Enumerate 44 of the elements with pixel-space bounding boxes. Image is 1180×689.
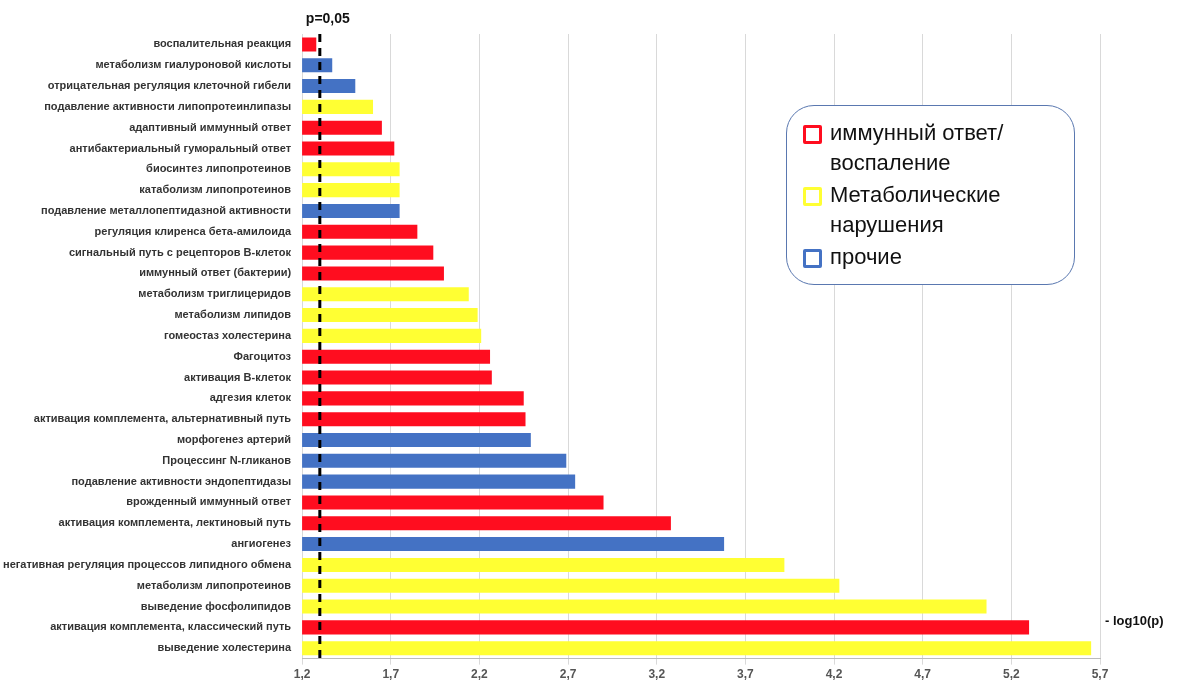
y-tick-label: врожденный иммунный ответ bbox=[126, 495, 292, 508]
text: p=0,05 bbox=[305, 9, 351, 26]
y-tick-label: метаболизм гиалуроновой кислоты bbox=[95, 58, 292, 71]
legend-label: прочие bbox=[830, 243, 902, 271]
x-axis-title: - log10(p) bbox=[1105, 612, 1164, 628]
y-tick-label: адгезия клеток bbox=[209, 391, 292, 404]
y-tick-label: метаболизм липидов bbox=[174, 308, 292, 321]
y-tick-label: гомеостаз холестерина bbox=[164, 328, 292, 341]
y-tick-label: метаболизм липопротеинов bbox=[136, 578, 292, 591]
y-tick-label: Фагоцитоз bbox=[233, 349, 292, 362]
y-tick-label: активация В-клеток bbox=[184, 370, 292, 383]
y-tick-label: подавление активности эндопептидазы bbox=[71, 474, 292, 487]
y-tick-label: ангиогенез bbox=[231, 537, 292, 550]
y-tick-label: биосинтез липопротеинов bbox=[146, 162, 292, 175]
y-tick-label: катаболизм липопротеинов bbox=[139, 183, 292, 196]
x-tick-label: 5,7 bbox=[1091, 667, 1109, 682]
x-tick-label: 5,2 bbox=[1003, 667, 1021, 682]
y-tick-label: воспалительная реакция bbox=[153, 37, 292, 50]
x-tick-label: 3,7 bbox=[737, 667, 755, 682]
x-tick-label: 1,2 bbox=[293, 667, 311, 682]
y-tick-label: антибактериальный гуморальный ответ bbox=[69, 141, 292, 154]
x-tick-label: 3,2 bbox=[648, 667, 666, 682]
y-tick-label: активация комплемента, лектиновый путь bbox=[58, 516, 292, 529]
x-tick-label: 1,7 bbox=[382, 667, 400, 682]
y-tick-label: адаптивный иммунный ответ bbox=[129, 120, 292, 133]
y-tick-label: негативная регуляция процессов липидного обмена bbox=[2, 557, 292, 570]
y-tick-label: активация комплемента, классический путь bbox=[50, 620, 292, 633]
y-tick-label: Процессинг N-гликанов bbox=[162, 453, 292, 466]
y-tick-label: иммунный ответ (бактерии) bbox=[139, 266, 292, 279]
y-tick-label: подавление металлопептидазной активности bbox=[40, 204, 292, 216]
y-tick-label: морфогенез артерий bbox=[177, 433, 292, 446]
y-tick-label: сигнальный путь с рецепторов В-клеток bbox=[68, 245, 292, 258]
y-tick-label: активация комплемента, альтернативный путь bbox=[33, 412, 292, 425]
y-tick-label: регуляция клиренса бета-амилоида bbox=[94, 224, 292, 237]
x-tick-label: 2,7 bbox=[559, 667, 577, 682]
y-tick-label: метаболизм триглицеридов bbox=[138, 287, 292, 300]
legend-label: иммунный ответ/воспаление bbox=[830, 119, 1005, 177]
x-tick-label: 4,7 bbox=[914, 667, 932, 682]
y-tick-label: выведение фосфолипидов bbox=[140, 599, 292, 612]
y-tick-label: отрицательная регуляция клеточной гибели bbox=[47, 79, 292, 92]
x-tick-label: 4,2 bbox=[825, 667, 843, 682]
x-tick-label: 2,2 bbox=[471, 667, 489, 682]
y-tick-label: выведение холестерина bbox=[157, 641, 292, 654]
y-tick-label: подавление активности липопротеинлипазы bbox=[44, 99, 292, 112]
